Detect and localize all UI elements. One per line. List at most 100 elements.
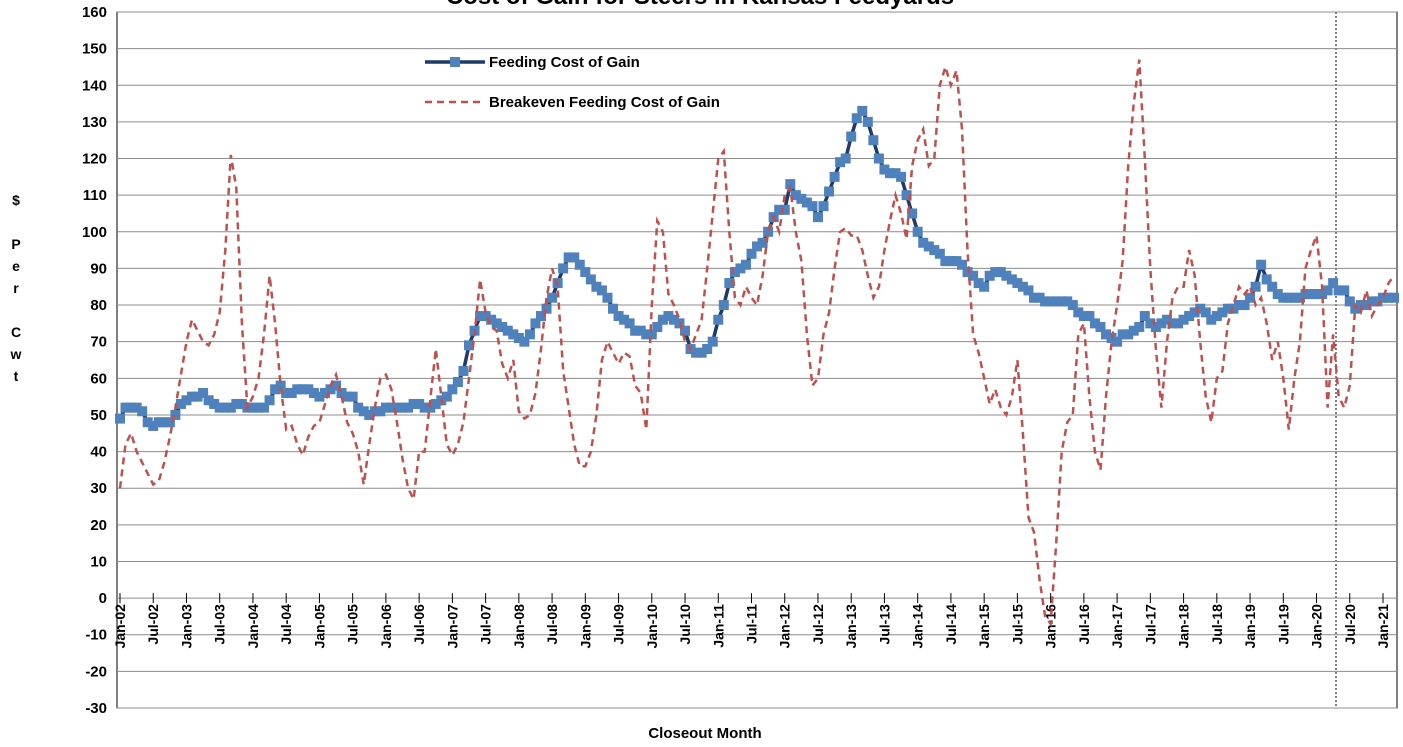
- marker: [1333, 285, 1344, 296]
- marker: [962, 267, 973, 278]
- marker: [918, 237, 929, 248]
- marker: [957, 259, 967, 270]
- x-tick-label: Jan-14: [910, 604, 926, 649]
- marker: [187, 391, 198, 402]
- legend-label: Feeding Cost of Gain: [489, 54, 640, 71]
- y-tick-label: 100: [82, 224, 107, 241]
- legend-label: Breakeven Feeding Cost of Gain: [489, 94, 720, 111]
- marker: [1344, 296, 1355, 307]
- marker: [752, 241, 763, 252]
- marker: [253, 402, 264, 413]
- marker: [519, 336, 530, 347]
- marker: [319, 387, 330, 398]
- marker: [347, 391, 358, 402]
- marker: [508, 329, 519, 340]
- marker: [452, 376, 463, 387]
- y-tick-label: -30: [85, 700, 107, 717]
- marker: [153, 417, 164, 428]
- marker: [209, 398, 220, 409]
- marker: [198, 387, 209, 398]
- x-tick-label: Jul-10: [677, 604, 693, 645]
- marker: [1084, 311, 1095, 322]
- marker: [137, 406, 148, 417]
- marker: [1089, 318, 1100, 329]
- marker: [713, 314, 724, 325]
- marker: [585, 274, 596, 285]
- marker: [1012, 278, 1023, 289]
- legend-marker: [450, 57, 460, 67]
- marker: [934, 248, 945, 259]
- x-tick-label: Jan-13: [843, 604, 859, 649]
- marker: [475, 311, 486, 322]
- marker: [990, 267, 1001, 278]
- marker: [740, 259, 751, 270]
- x-tick-label: Jan-06: [378, 604, 394, 649]
- marker: [541, 303, 552, 314]
- marker: [1239, 300, 1250, 311]
- marker: [1245, 292, 1256, 303]
- x-tick-label: Jan-20: [1309, 604, 1325, 649]
- marker: [729, 267, 740, 278]
- marker: [857, 105, 868, 116]
- y-tick-label: 30: [90, 480, 107, 497]
- marker: [691, 347, 702, 358]
- marker: [680, 325, 691, 336]
- marker: [441, 391, 452, 402]
- marker: [840, 153, 851, 164]
- x-tick-label: Jan-17: [1109, 604, 1125, 649]
- marker: [358, 406, 369, 417]
- marker: [425, 402, 436, 413]
- marker: [635, 325, 646, 336]
- marker: [491, 318, 502, 329]
- marker: [580, 267, 591, 278]
- marker: [945, 256, 956, 267]
- marker: [1355, 300, 1366, 311]
- marker: [1383, 292, 1394, 303]
- marker: [264, 395, 275, 406]
- x-tick-label: Jul-04: [278, 604, 294, 645]
- marker: [397, 402, 408, 413]
- marker: [115, 413, 125, 424]
- marker: [851, 113, 862, 124]
- marker: [907, 208, 918, 219]
- marker: [1051, 296, 1062, 307]
- marker: [1173, 318, 1184, 329]
- y-axis-label: $ Per Cwt: [8, 192, 24, 390]
- marker: [1073, 307, 1084, 318]
- marker: [336, 387, 347, 398]
- marker: [120, 402, 131, 413]
- marker: [430, 398, 441, 409]
- marker: [801, 197, 812, 208]
- marker: [807, 201, 818, 212]
- marker: [1145, 318, 1156, 329]
- marker: [1317, 289, 1328, 300]
- marker: [1062, 296, 1073, 307]
- marker: [1200, 307, 1211, 318]
- marker: [879, 164, 890, 175]
- marker: [1233, 300, 1244, 311]
- x-tick-label: Jan-09: [577, 604, 593, 649]
- x-tick-label: Jul-20: [1342, 604, 1358, 645]
- grid: [117, 11, 1397, 709]
- marker: [1045, 296, 1056, 307]
- marker: [1206, 314, 1217, 325]
- plot-frame: [116, 11, 1398, 709]
- marker: [386, 402, 397, 413]
- x-tick-label: Jan-12: [777, 604, 793, 649]
- x-tick-label: Jul-02: [145, 604, 161, 645]
- marker: [763, 226, 774, 237]
- marker: [890, 168, 901, 179]
- marker: [547, 292, 558, 303]
- marker: [873, 153, 884, 164]
- marker: [391, 402, 402, 413]
- y-tick-label: 120: [82, 151, 107, 168]
- marker: [984, 270, 995, 281]
- marker: [513, 333, 524, 344]
- marker: [630, 325, 641, 336]
- marker: [1156, 318, 1167, 329]
- marker: [746, 248, 757, 259]
- marker: [181, 395, 192, 406]
- marker: [369, 406, 380, 417]
- marker: [1217, 307, 1228, 318]
- marker: [1311, 289, 1322, 300]
